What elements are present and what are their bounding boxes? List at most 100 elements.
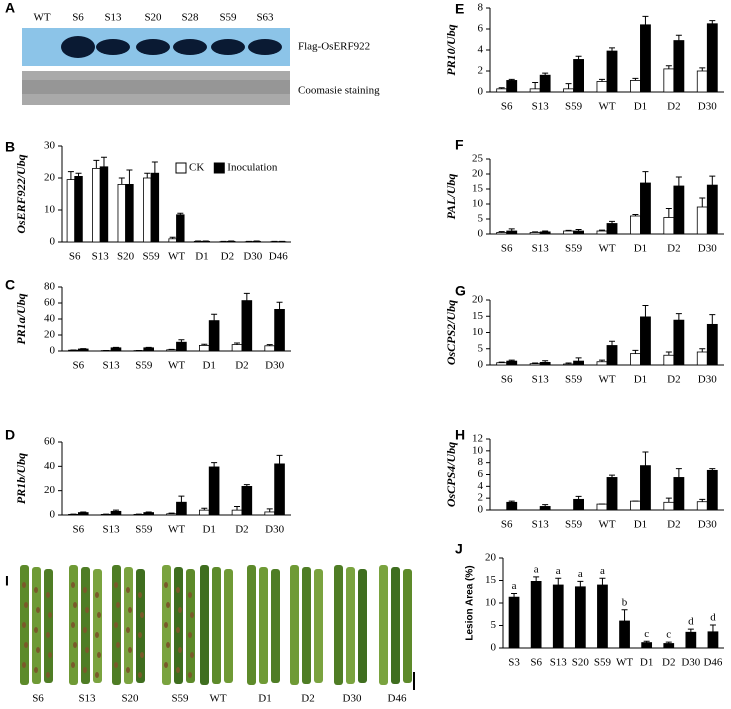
bar — [574, 586, 586, 649]
leaf-label: S6 — [32, 693, 44, 705]
leaf-label: S13 — [78, 693, 96, 705]
leaf — [224, 569, 233, 683]
panel-label: F — [455, 137, 464, 153]
lesion — [46, 672, 50, 678]
error-bar — [642, 15, 649, 25]
error-bar — [709, 20, 716, 24]
bar — [117, 183, 127, 243]
significance-letter: a — [600, 565, 605, 577]
blot-band — [136, 39, 170, 55]
lesion — [46, 592, 50, 598]
x-tick-label: S6 — [69, 251, 81, 263]
y-tick-label: 15 — [472, 310, 484, 322]
significance-letter: c — [644, 628, 649, 640]
bar — [496, 362, 508, 366]
lesion — [128, 607, 132, 613]
bar — [563, 230, 574, 235]
leaf-label: S59 — [171, 693, 189, 705]
y-axis-label: OsCPS4/Ubq — [444, 442, 458, 507]
lesion — [22, 582, 26, 588]
lesion — [176, 627, 180, 633]
leaf — [391, 567, 400, 684]
y-tick-label: 0 — [478, 504, 484, 516]
x-tick-label: S20 — [117, 251, 135, 263]
x-tick-label: S13 — [103, 524, 121, 536]
bar — [606, 345, 618, 366]
error-bar — [532, 362, 539, 364]
bar — [74, 175, 83, 243]
error-bar — [126, 169, 133, 185]
x-tick-label: D2 — [662, 657, 675, 669]
bar — [706, 23, 718, 93]
error-bar — [151, 161, 158, 174]
lesion — [83, 667, 87, 673]
error-bar — [621, 609, 628, 621]
x-tick-label: S13 — [103, 360, 121, 372]
error-bar — [665, 208, 672, 218]
lesion — [85, 647, 89, 653]
blot-band — [173, 39, 207, 55]
bar — [673, 477, 685, 511]
bar — [596, 81, 608, 93]
lesion — [188, 672, 192, 678]
lane-label: S20 — [144, 12, 162, 24]
x-tick-label: D30 — [698, 243, 717, 255]
leaf — [136, 569, 145, 683]
bar — [125, 183, 134, 243]
lesion — [114, 662, 118, 668]
bar — [208, 320, 220, 352]
error-bar — [599, 577, 606, 585]
panel-label: J — [455, 541, 463, 557]
error-bar — [665, 641, 672, 644]
error-bar — [211, 313, 218, 321]
error-bar — [675, 468, 682, 478]
error-bar — [699, 348, 706, 352]
y-tick-label: 10 — [44, 204, 56, 216]
leaf — [247, 565, 256, 685]
x-tick-label: D2 — [667, 519, 680, 531]
lesion — [126, 627, 130, 633]
leaf — [200, 565, 209, 685]
lesion — [114, 622, 118, 628]
lesion — [95, 672, 99, 678]
error-bar — [67, 171, 74, 180]
lesion — [116, 602, 120, 608]
bar — [176, 501, 187, 516]
leaf-label: D1 — [258, 693, 271, 705]
bar — [506, 80, 518, 93]
error-bar — [144, 172, 151, 178]
bar — [198, 344, 210, 352]
leaf — [271, 569, 280, 683]
x-tick-label: S6 — [530, 657, 542, 669]
error-bar — [609, 340, 616, 346]
y-tick-label: 12 — [472, 433, 483, 445]
bar — [208, 466, 220, 516]
panel-label: B — [5, 139, 15, 155]
lesion — [176, 587, 180, 593]
x-tick-label: D2 — [235, 360, 248, 372]
y-tick-label: 25 — [472, 153, 484, 165]
error-bar — [178, 495, 185, 503]
error-bar — [687, 628, 694, 633]
bar — [696, 70, 708, 93]
bar — [563, 363, 574, 366]
error-bar — [665, 351, 672, 356]
bar — [630, 500, 641, 511]
leaf-label: S20 — [121, 693, 139, 705]
error-bar — [112, 509, 119, 512]
error-bar — [168, 512, 175, 514]
bar — [630, 353, 641, 366]
y-tick-label: 6 — [478, 468, 484, 480]
error-bar — [575, 229, 582, 231]
error-bar — [699, 498, 706, 502]
bar — [596, 230, 608, 235]
y-tick-label: 10 — [485, 597, 497, 609]
x-tick-label: WT — [168, 360, 185, 372]
y-tick-label: 0 — [478, 359, 484, 371]
legend-label: CK — [189, 162, 204, 174]
bar — [143, 512, 155, 516]
y-tick-label: 6 — [478, 23, 484, 35]
y-tick-label: 40 — [44, 313, 56, 325]
bar — [264, 511, 276, 516]
leaf — [358, 569, 367, 683]
